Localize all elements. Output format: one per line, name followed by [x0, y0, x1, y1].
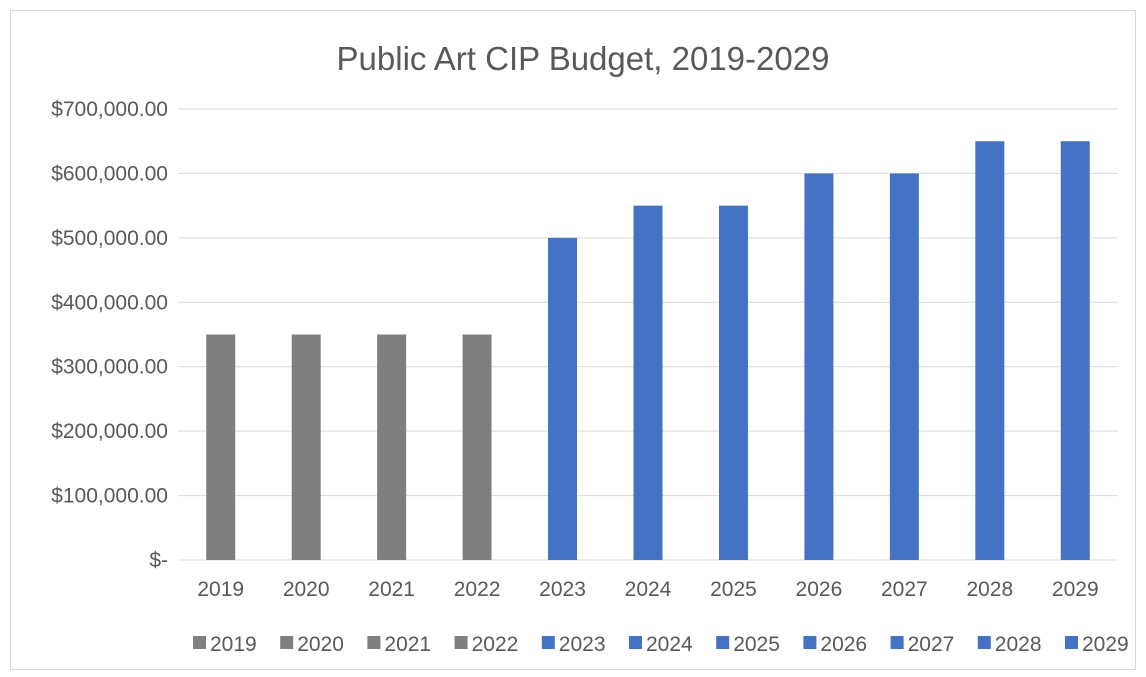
legend-swatch: [890, 636, 904, 649]
legend-label: 2029: [1082, 633, 1129, 656]
legend-label: 2027: [908, 633, 955, 656]
legend-label: 2023: [559, 633, 606, 656]
x-tick-label: 2019: [197, 578, 244, 601]
legend-swatch: [280, 636, 294, 649]
bar-2021: [377, 334, 407, 560]
y-tick-label: $700,000.00: [51, 98, 168, 121]
y-axis-ticks: $- $100,000.00 $200,000.00 $300,000.00 $400,…: [51, 98, 168, 572]
legend-label: 2026: [820, 633, 867, 656]
legend-swatch: [193, 636, 206, 649]
bar-2019: [206, 334, 236, 560]
legend-swatch: [541, 636, 555, 649]
y-tick-label: $-: [149, 549, 168, 572]
bars: [206, 141, 1090, 560]
x-tick-label: 2029: [1052, 578, 1099, 601]
x-tick-label: 2022: [454, 578, 501, 601]
x-tick-label: 2025: [710, 578, 757, 601]
bar-2024: [633, 205, 663, 560]
legend-swatch: [1065, 636, 1078, 649]
x-tick-label: 2023: [539, 578, 586, 601]
legend-swatch: [716, 636, 730, 649]
bar-2020: [291, 334, 321, 560]
y-tick-label: $200,000.00: [51, 420, 168, 443]
legend-swatch: [454, 636, 468, 649]
legend-label: 2028: [995, 633, 1042, 656]
y-tick-label: $400,000.00: [51, 291, 168, 314]
x-tick-label: 2024: [625, 578, 672, 601]
x-tick-label: 2020: [283, 578, 330, 601]
x-tick-label: 2027: [881, 578, 928, 601]
legend-swatch: [803, 636, 817, 649]
legend-swatch: [977, 636, 991, 649]
legend: 2019 2020 2021 2022 2023 2024 2025 2026 2027 2028…: [193, 633, 1129, 656]
bar-2023: [548, 237, 578, 560]
legend-swatch: [629, 636, 642, 649]
bar-2025: [718, 205, 748, 560]
bar-2026: [804, 173, 834, 560]
y-tick-label: $100,000.00: [51, 485, 168, 508]
legend-label: 2020: [297, 633, 344, 656]
legend-label: 2022: [472, 633, 519, 656]
x-tick-label: 2026: [796, 578, 843, 601]
legend-label: 2019: [210, 633, 257, 656]
x-axis-ticks: 2019 2020 2021 2022 2023 2024 2025 2026 2027 2028…: [197, 578, 1098, 601]
legend-label: 2024: [646, 633, 693, 656]
bar-2027: [889, 173, 919, 560]
legend-label: 2025: [733, 633, 780, 656]
bar-2022: [462, 334, 492, 560]
legend-swatch: [367, 636, 381, 649]
bar-2029: [1060, 141, 1090, 560]
y-tick-label: $500,000.00: [51, 227, 168, 250]
y-tick-label: $600,000.00: [51, 162, 168, 185]
bar-2028: [975, 141, 1005, 560]
y-tick-label: $300,000.00: [51, 356, 168, 379]
x-tick-label: 2021: [368, 578, 415, 601]
x-tick-label: 2028: [966, 578, 1013, 601]
chart-title: Public Art CIP Budget, 2019-2029: [337, 40, 830, 77]
legend-label: 2021: [384, 633, 431, 656]
